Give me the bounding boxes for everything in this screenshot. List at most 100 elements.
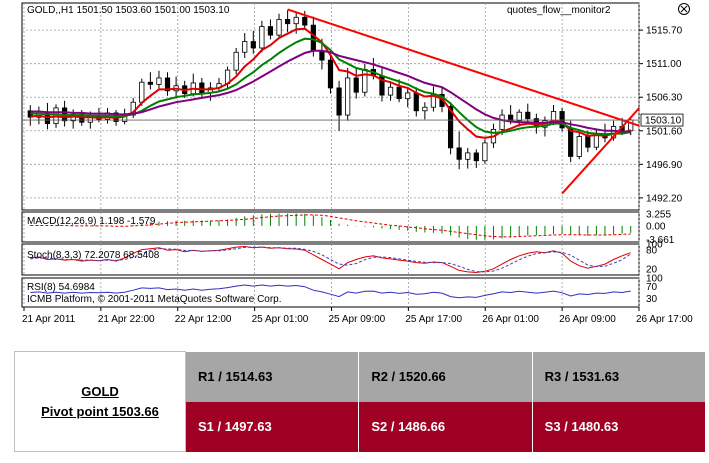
support-1: S1 / 1497.63 <box>185 401 360 452</box>
x-tick-label: 26 Apr 01:00 <box>482 314 539 325</box>
candle-body <box>447 106 454 149</box>
candle-body <box>164 77 171 92</box>
macd-signal-line <box>30 214 631 238</box>
candle-body <box>576 136 582 157</box>
candle <box>302 10 308 30</box>
candle-body <box>353 77 359 93</box>
rsi-y-tick: 30 <box>646 294 658 305</box>
candle <box>267 19 274 40</box>
rsi-frame <box>21 277 640 308</box>
candle <box>285 10 291 33</box>
resistance-1: R1 / 1514.63 <box>185 351 360 402</box>
candle-body <box>302 16 308 26</box>
candle-body <box>319 50 325 61</box>
stoch-label: Stoch(8,3,3) 72.2078 68.5408 <box>27 250 160 261</box>
rsi-line <box>30 284 631 299</box>
main-frame <box>21 2 640 211</box>
x-tick-label: 25 Apr 01:00 <box>252 314 309 325</box>
candle <box>250 30 256 54</box>
candle <box>387 82 394 101</box>
indicator-label: quotes_flow__monitor2 <box>507 5 611 16</box>
candle-body <box>199 82 205 94</box>
support-2: S2 / 1486.66 <box>358 401 533 452</box>
price-chart: 21 Apr 2011 21 Apr 22:00 22 Apr 12:00 25 Ap… <box>21 2 694 325</box>
resistance-3: R3 / 1531.63 <box>532 351 707 402</box>
y-tick-label: 1501.60 <box>646 126 683 137</box>
candle-body <box>242 41 248 53</box>
x-tick-label: 22 Apr 12:00 <box>175 314 232 325</box>
candle <box>156 70 162 89</box>
candle-body <box>585 136 591 148</box>
candle-body <box>422 106 428 112</box>
candle-body <box>285 19 291 25</box>
candle <box>336 80 342 131</box>
x-tick-label: 25 Apr 17:00 <box>405 314 462 325</box>
y-tick-label: 1515.70 <box>646 26 683 37</box>
candle-body <box>405 92 411 100</box>
candle-body <box>482 142 488 162</box>
close-icon[interactable] <box>678 3 690 15</box>
stoch-y-tick: 100 <box>646 240 663 251</box>
rsi-y-tick: 70 <box>646 282 658 293</box>
candle-body <box>456 147 462 160</box>
macd-frame <box>21 211 640 243</box>
stoch-frame <box>21 243 640 276</box>
candle <box>576 132 582 160</box>
moving-average-3 <box>30 49 631 133</box>
copyright-label: ICMB Platform, © 2001-2011 MetaQuotes So… <box>27 294 282 305</box>
candle <box>525 103 531 123</box>
macd-y-tick: 3.255 <box>646 209 671 220</box>
x-tick-label: 26 Apr 17:00 <box>636 314 693 325</box>
candle-body <box>473 152 479 162</box>
candle <box>233 47 239 75</box>
candle <box>327 53 334 94</box>
candle-body <box>276 19 282 36</box>
candle-body <box>293 16 299 25</box>
stoch-d-line <box>30 246 631 273</box>
candle <box>276 13 282 38</box>
candle-body <box>267 26 274 36</box>
candle-body <box>250 41 256 49</box>
resistance-2: R2 / 1520.66 <box>358 351 533 402</box>
rsi-y-tick: 100 <box>646 274 663 285</box>
trendline-1 <box>287 8 640 127</box>
y-tick-label: 1496.90 <box>646 160 683 171</box>
candle-body <box>499 114 505 130</box>
chart-title: GOLD,,H1 1501.50 1503.60 1501.00 1503.10 <box>27 5 230 16</box>
last-price-box <box>640 113 684 127</box>
candle-body <box>525 111 531 120</box>
candle <box>147 72 153 90</box>
candle-body <box>156 77 162 85</box>
y-tick-label: 1492.20 <box>646 193 683 204</box>
trendline-2 <box>561 107 641 195</box>
candle <box>396 79 402 103</box>
pivot-point-label: Pivot point 1503.66 <box>41 403 159 419</box>
candle-body <box>345 77 351 116</box>
candle-body <box>233 51 239 71</box>
candle <box>164 72 171 96</box>
candle <box>465 147 471 169</box>
x-tick-label: 21 Apr 22:00 <box>98 314 155 325</box>
candle-body <box>465 152 471 160</box>
candle-body <box>387 86 394 96</box>
candle-body <box>139 81 145 103</box>
x-tick-label: 26 Apr 09:00 <box>559 314 616 325</box>
stoch-y-tick: 20 <box>646 264 658 275</box>
stoch-y-tick: 80 <box>646 246 658 257</box>
chart-canvas: 21 Apr 2011 21 Apr 22:00 22 Apr 12:00 25 Ap… <box>21 2 694 325</box>
x-tick-label: 25 Apr 09:00 <box>329 314 386 325</box>
rsi-label: RSI(8) 54.6984 <box>27 282 95 293</box>
candle <box>456 131 462 170</box>
last-price-label: 1503.10 <box>645 116 682 127</box>
candle <box>473 149 479 168</box>
pivot-table: GOLD Pivot point 1503.66 R1 / 1514.63 R2… <box>14 351 707 452</box>
candle-body <box>413 92 419 112</box>
symbol-cell: GOLD Pivot point 1503.66 <box>14 351 186 452</box>
candle <box>516 109 522 127</box>
candle-body <box>550 111 557 122</box>
macd-label: MACD(12,26,9) 1.198 -1.579 <box>27 216 156 227</box>
candle <box>482 139 488 164</box>
candle <box>422 102 428 120</box>
candle-body <box>327 59 334 89</box>
candle <box>345 67 351 121</box>
